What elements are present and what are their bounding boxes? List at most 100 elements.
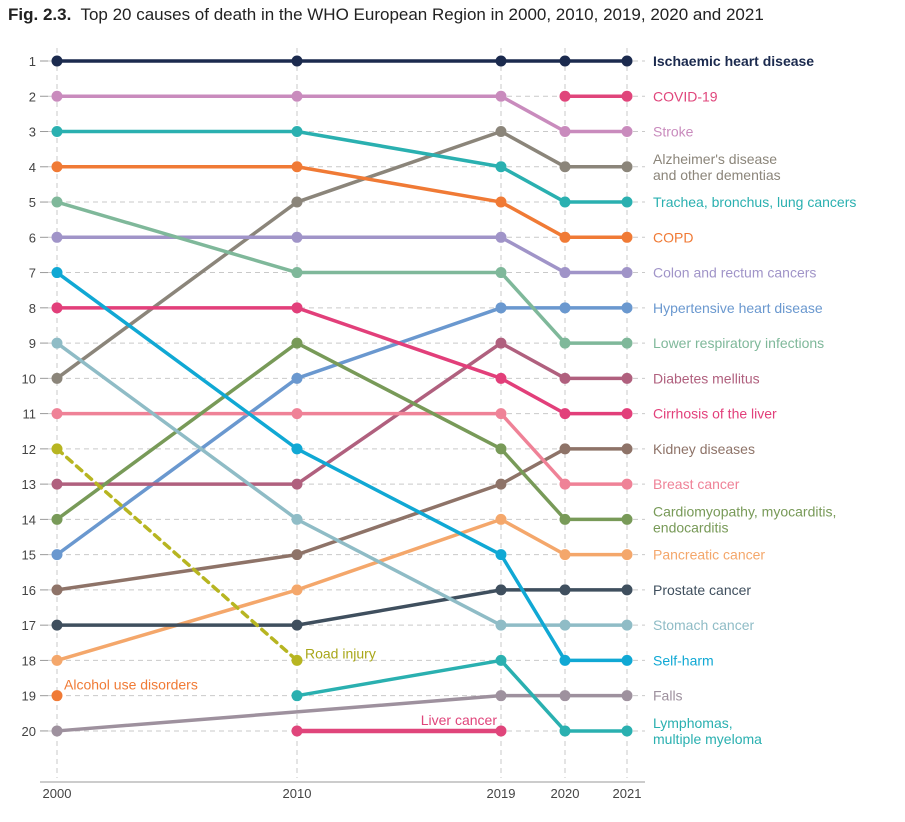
data-point-colon [291, 231, 303, 243]
y-tick-label: 9 [29, 336, 36, 351]
data-point-self [495, 549, 507, 561]
series-prost: Prostate cancer [51, 582, 751, 631]
series-label-covid: COVID-19 [653, 88, 718, 104]
data-point-alz [291, 196, 303, 208]
data-point-stroke [495, 90, 507, 102]
y-tick-label: 16 [22, 583, 36, 598]
data-point-falls [621, 690, 633, 702]
series-line-road [55, 447, 299, 663]
x-tick-label: 2019 [487, 786, 516, 801]
series-label-line: multiple myeloma [653, 731, 762, 747]
data-point-cirr [51, 302, 63, 314]
data-point-colon [621, 267, 633, 279]
data-point-lung [495, 161, 507, 173]
y-tick-label: 8 [29, 301, 36, 316]
data-point-breast [559, 478, 571, 490]
y-tick-label: 17 [22, 618, 36, 633]
figure-number: Fig. 2.3. [8, 5, 72, 24]
series-panc: Pancreatic cancer [51, 513, 765, 666]
series-line-falls [55, 693, 629, 733]
series-label-line: and other dementias [653, 167, 781, 183]
series-label-lri: Lower respiratory infections [653, 335, 824, 351]
data-point-cirr [559, 408, 571, 420]
data-point-breast [495, 408, 507, 420]
series-copd: COPD [51, 161, 693, 245]
data-point-stom [559, 619, 571, 631]
series-stroke: Stroke [51, 90, 694, 140]
data-point-panc [559, 549, 571, 561]
data-point-lri [559, 337, 571, 349]
data-point-prost [495, 584, 507, 596]
series-label-copd: COPD [653, 229, 693, 245]
y-tick-label: 13 [22, 477, 36, 492]
series-breast: Breast cancer [51, 408, 740, 492]
chart-title-text: Top 20 causes of death in the WHO Europe… [80, 5, 764, 24]
data-point-stroke [51, 90, 63, 102]
data-point-hyper [495, 302, 507, 314]
data-point-kidney [51, 584, 63, 596]
series-alz: Alzheimer's disease and other dementias [51, 126, 781, 384]
data-point-alz [621, 161, 633, 173]
series-label-cirr: Cirrhosis of the liver [653, 406, 777, 422]
series-cardio: Cardiomyopathy, myocarditis, endocarditis [51, 337, 836, 535]
data-point-alco [51, 690, 63, 702]
data-point-panc [621, 549, 633, 561]
data-point-cardio [291, 337, 303, 349]
x-axis-ticks: 2000 2010 2019 2020 2021 [43, 786, 642, 801]
data-point-prost [51, 619, 63, 631]
series-label-line: Cirrhosis of the liver [653, 406, 777, 422]
y-tick-label: 6 [29, 230, 36, 245]
data-point-lymph [291, 690, 303, 702]
data-point-kidney [559, 443, 571, 455]
data-point-prost [621, 584, 633, 596]
data-point-cirr [621, 408, 633, 420]
data-point-hyper [621, 302, 633, 314]
series-label-hyper: Hypertensive heart disease [653, 300, 823, 316]
y-tick-label: 2 [29, 89, 36, 104]
series-line-colon [55, 235, 629, 275]
data-point-cardio [495, 443, 507, 455]
data-point-alz [51, 372, 63, 384]
data-point-colon [559, 267, 571, 279]
data-point-diab [495, 337, 507, 349]
y-tick-label: 7 [29, 266, 36, 281]
data-point-cardio [559, 513, 571, 525]
y-tick-label: 12 [22, 442, 36, 457]
data-point-copd [291, 161, 303, 173]
data-point-stom [621, 619, 633, 631]
series-line-lymph [295, 658, 629, 733]
data-point-ihd [559, 55, 571, 67]
series-label-line: Cardiomyopathy, myocarditis, [653, 503, 836, 519]
series-stom: Stomach cancer [51, 337, 754, 633]
data-point-falls [559, 690, 571, 702]
series-label-ihd: Ischaemic heart disease [653, 53, 814, 69]
data-point-kidney [291, 549, 303, 561]
series-label-diab: Diabetes mellitus [653, 370, 760, 386]
data-point-lri [621, 337, 633, 349]
data-point-copd [621, 231, 633, 243]
data-point-self [51, 267, 63, 279]
data-point-lung [559, 196, 571, 208]
data-point-colon [51, 231, 63, 243]
data-point-lri [495, 267, 507, 279]
series-road [51, 443, 303, 666]
series-cirr: Cirrhosis of the liver [51, 302, 777, 422]
data-point-copd [51, 161, 63, 173]
data-point-prost [559, 584, 571, 596]
series-label-stom: Stomach cancer [653, 617, 754, 633]
annotation-alcohol-use-disorders: Alcohol use disorders [64, 677, 198, 693]
y-tick-label: 14 [22, 512, 36, 527]
series-label-line: Alzheimer's disease [653, 151, 777, 167]
data-point-cardio [621, 513, 633, 525]
y-tick-label: 18 [22, 653, 36, 668]
chart-title: Fig. 2.3. Top 20 causes of death in the … [8, 5, 764, 25]
series-line-cirr [55, 306, 629, 416]
series-label-line: Lymphomas, [653, 715, 733, 731]
data-point-panc [51, 654, 63, 666]
data-point-ihd [291, 55, 303, 67]
data-point-colon [495, 231, 507, 243]
data-point-ihd [621, 55, 633, 67]
series-kidney: Kidney diseases [51, 441, 755, 596]
data-point-stom [51, 337, 63, 349]
